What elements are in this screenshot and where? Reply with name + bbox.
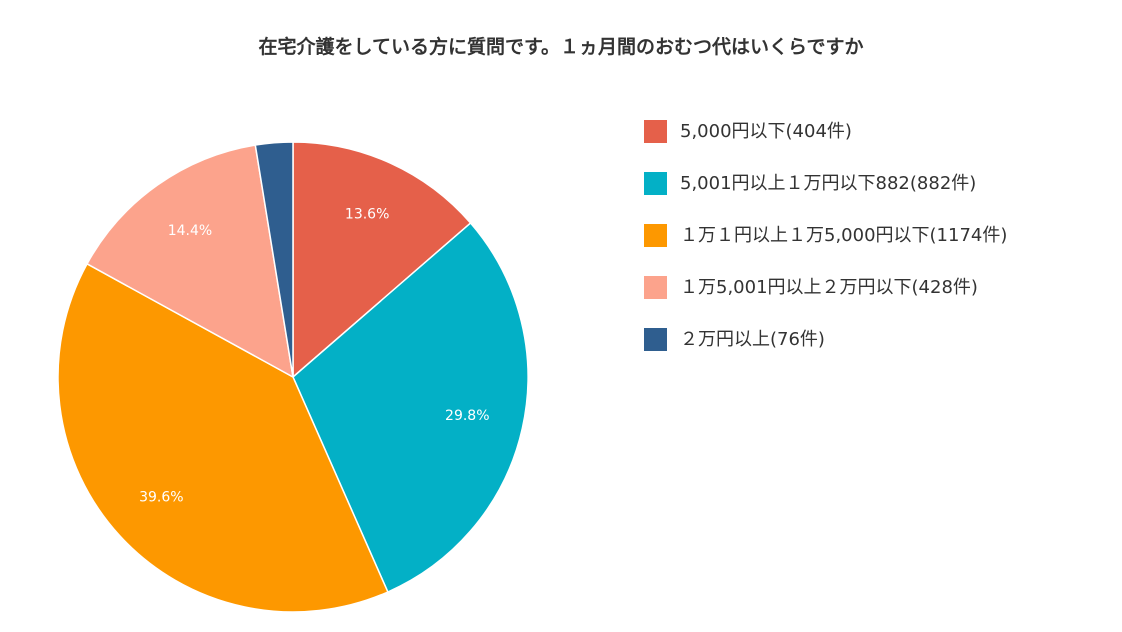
legend-swatch-2 [644, 172, 667, 195]
legend-item-2: 5,001円以上１万円以下882(882件) [644, 171, 1114, 197]
slice-percent-label-3: 39.6% [139, 490, 183, 506]
legend-swatch-3 [644, 224, 667, 247]
pie-slice-3 [57, 262, 389, 613]
legend-swatch-1 [644, 120, 667, 143]
legend-label-2: 5,001円以上１万円以下882(882件) [680, 173, 977, 194]
pie-slice-2 [292, 221, 529, 593]
pie-slice-5 [254, 141, 294, 378]
legend-swatch-4 [644, 276, 667, 299]
slice-percent-label-2: 29.8% [445, 408, 489, 424]
legend-label-5: ２万円以上(76件) [680, 329, 825, 350]
legend-item-5: ２万円以上(76件) [644, 327, 1114, 353]
legend-label-3: １万１円以上１万5,000円以下(1174件) [680, 225, 1008, 246]
slice-percent-label-4: 14.4% [168, 223, 212, 239]
chart-title: 在宅介護をしている方に質問です。１ヵ月間のおむつ代はいくらですか [258, 36, 864, 58]
pie-slice-1 [292, 141, 472, 379]
legend-swatch-5 [644, 328, 667, 351]
legend: 5,000円以下(404件) 5,001円以上１万円以下882(882件) １万１円… [644, 119, 1114, 379]
legend-item-3: １万１円以上１万5,000円以下(1174件) [644, 223, 1114, 249]
legend-label-1: 5,000円以下(404件) [680, 121, 852, 142]
legend-item-1: 5,000円以下(404件) [644, 119, 1114, 145]
legend-item-4: １万5,001円以上２万円以下(428件) [644, 275, 1114, 301]
legend-label-4: １万5,001円以上２万円以下(428件) [680, 277, 978, 298]
pie-slice-4 [86, 144, 294, 379]
slice-percent-label-1: 13.6% [345, 207, 389, 223]
